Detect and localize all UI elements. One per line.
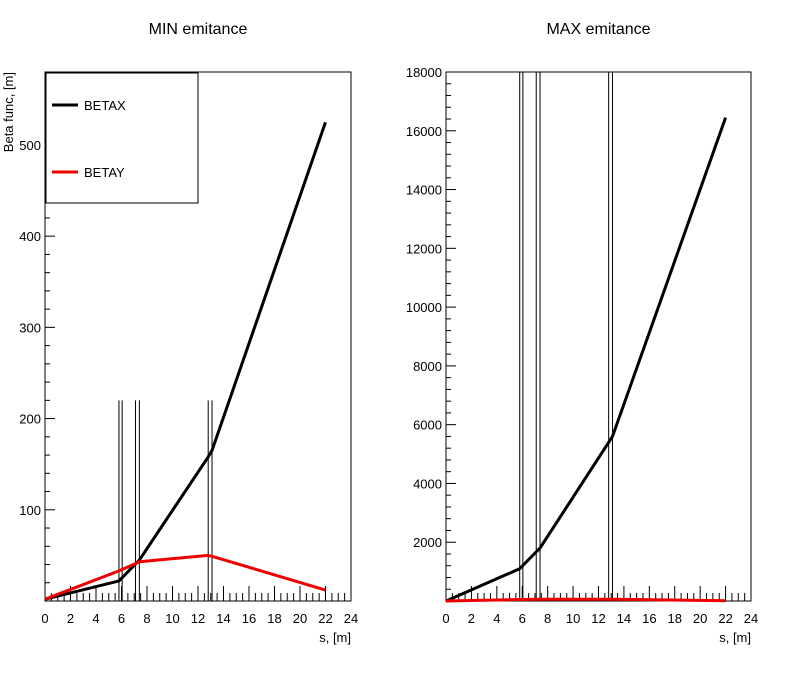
x-tick-label: 12 <box>591 611 605 626</box>
legend-box <box>45 72 199 204</box>
series-line-betay <box>445 597 726 603</box>
chart-title: MAX emitance <box>546 21 650 38</box>
y-tick-label: 2000 <box>413 535 442 550</box>
x-tick-label: 10 <box>165 611 179 626</box>
y-tick-label: 6000 <box>413 418 442 433</box>
y-tick-label: 100 <box>19 503 41 518</box>
y-tick-label: 400 <box>19 229 41 244</box>
x-tick-label: 0 <box>442 611 449 626</box>
x-tick-label: 18 <box>267 611 281 626</box>
x-tick-label: 22 <box>718 611 732 626</box>
x-tick-label: 22 <box>318 611 332 626</box>
series-line-betay <box>44 553 326 601</box>
legend-label-betay: BETAY <box>84 165 125 180</box>
x-tick-label: 20 <box>693 611 707 626</box>
x-tick-label: 6 <box>519 611 526 626</box>
y-tick-label: 12000 <box>406 241 442 256</box>
x-tick-label: 2 <box>468 611 475 626</box>
y-tick-label: 4000 <box>413 476 442 491</box>
x-tick-label: 0 <box>41 611 48 626</box>
x-tick-label: 12 <box>191 611 205 626</box>
y-tick-label: 500 <box>19 138 41 153</box>
x-tick-label: 14 <box>617 611 631 626</box>
x-tick-label: 14 <box>216 611 230 626</box>
x-tick-label: 16 <box>242 611 256 626</box>
x-tick-label: 6 <box>118 611 125 626</box>
series-line-betax <box>445 117 728 603</box>
x-tick-label: 2 <box>67 611 74 626</box>
y-tick-label: 14000 <box>406 183 442 198</box>
legend: BETAX BETAY <box>45 72 199 204</box>
y-tick-label: 300 <box>19 320 41 335</box>
y-tick-label: 16000 <box>406 124 442 139</box>
y-tick-label: 8000 <box>413 359 442 374</box>
x-tick-label: 8 <box>143 611 150 626</box>
legend-label-betax: BETAX <box>84 98 126 113</box>
x-axis-label: s, [m] <box>319 630 351 645</box>
x-tick-label: 4 <box>493 611 500 626</box>
x-tick-label: 16 <box>642 611 656 626</box>
x-tick-label: 8 <box>544 611 551 626</box>
y-tick-label: 200 <box>19 412 41 427</box>
plot-frame <box>445 71 752 602</box>
x-tick-label: 24 <box>344 611 358 626</box>
y-tick-label: 10000 <box>406 300 442 315</box>
x-tick-label: 20 <box>293 611 307 626</box>
x-tick-label: 10 <box>566 611 580 626</box>
y-axis-label: Beta func, [m] <box>1 72 16 152</box>
y-tick-label: 18000 <box>406 65 442 80</box>
x-axis-label: s, [m] <box>719 630 751 645</box>
x-tick-label: 4 <box>92 611 99 626</box>
series-line-betax <box>44 121 327 601</box>
x-tick-label: 24 <box>744 611 758 626</box>
chart-title: MIN emitance <box>149 21 248 38</box>
x-tick-label: 18 <box>668 611 682 626</box>
